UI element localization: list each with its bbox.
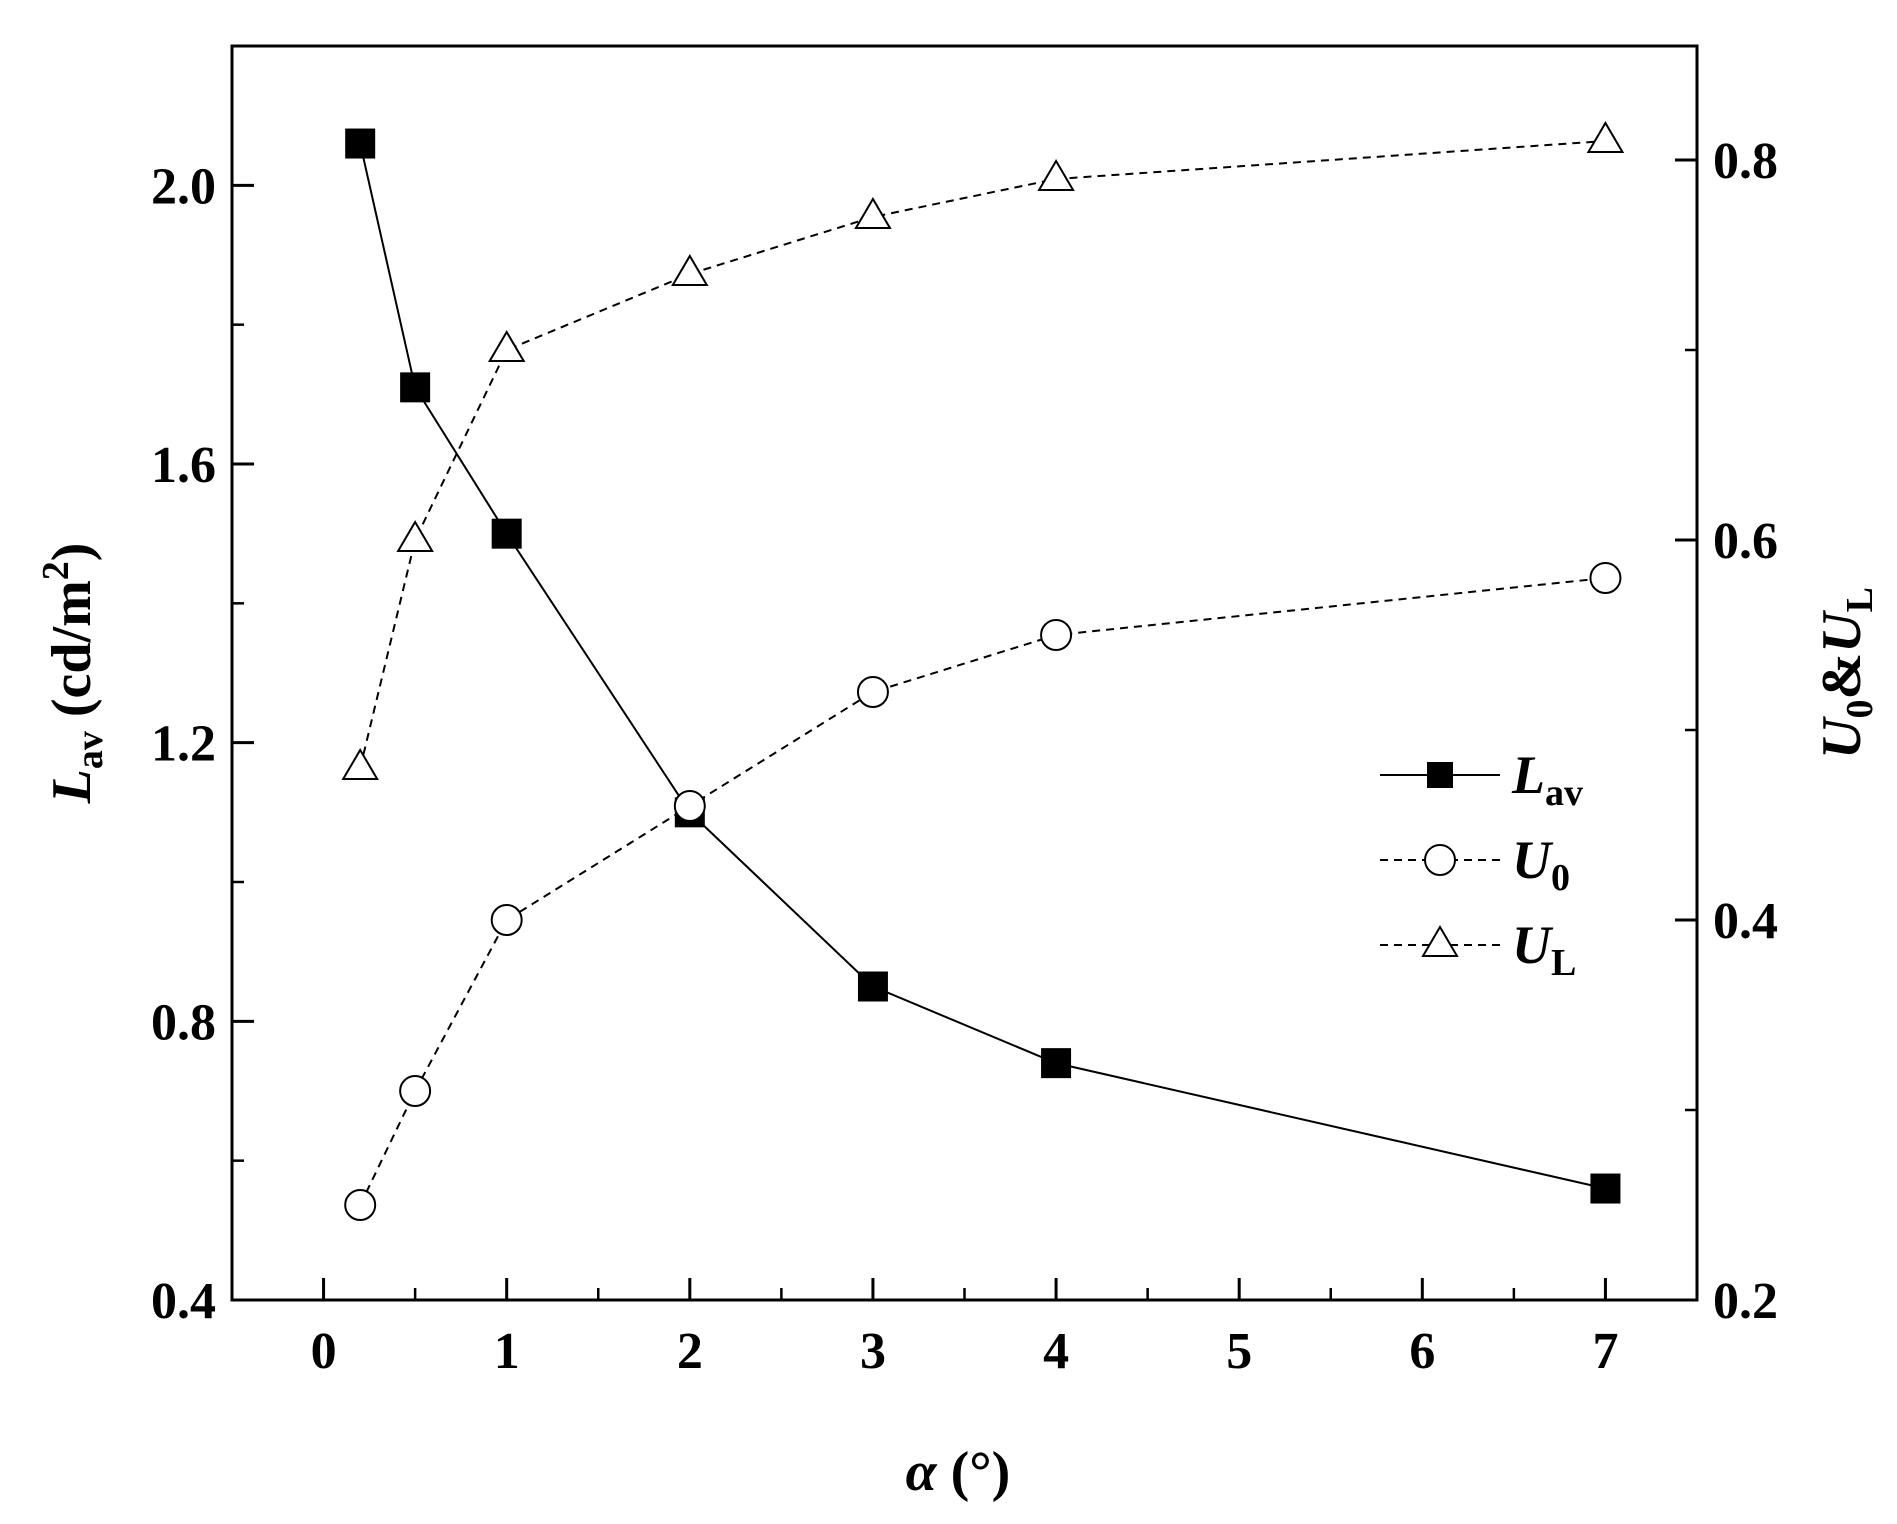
- x-tick-label: 1: [494, 1323, 520, 1380]
- data-point-circle: [399, 1075, 432, 1107]
- data-point-triangle: [1037, 159, 1075, 191]
- left-y-tick-label: 2.0: [151, 158, 216, 215]
- data-point-circle: [1589, 562, 1622, 594]
- x-axis-title: α (°): [906, 1441, 1011, 1503]
- legend-item-u0: U0: [1380, 830, 1570, 899]
- data-point-square: [400, 372, 431, 403]
- x-tick-label: 3: [860, 1323, 886, 1380]
- data-point-square: [857, 971, 888, 1002]
- data-point-triangle: [671, 254, 709, 286]
- data-point-triangle: [1586, 121, 1625, 153]
- x-axis-ticks: 0 1 2 3 4 5 6 7: [311, 1278, 1618, 1380]
- legend-marker-square: [1427, 762, 1453, 788]
- series-layer: [341, 121, 1625, 1221]
- right-y-tick-label: 0.2: [1713, 1273, 1778, 1330]
- left-y-axis-ticks: 0.4 0.8 1.2 1.6 2.0: [151, 158, 254, 1330]
- series-u0: [344, 562, 1622, 1221]
- legend-marker-triangle: [1421, 925, 1459, 957]
- data-point-circle: [856, 676, 889, 708]
- legend-item-lav: Lav: [1380, 745, 1583, 814]
- data-point-circle: [490, 904, 523, 936]
- svg-text:UL: UL: [1512, 915, 1576, 984]
- right-y-tick-label: 0.8: [1713, 133, 1778, 190]
- right-y-tick-label: 0.6: [1713, 513, 1778, 570]
- x-tick-label: 2: [677, 1323, 703, 1380]
- right-y-axis-ticks: 0.2 0.4 0.6 0.8: [1675, 133, 1778, 1330]
- legend-item-ul: UL: [1380, 915, 1576, 984]
- data-point-circle: [344, 1189, 377, 1221]
- left-y-tick-label: 0.4: [151, 1273, 216, 1330]
- x-tick-label: 7: [1592, 1323, 1618, 1380]
- series-ul: [341, 121, 1625, 780]
- data-point-square: [345, 128, 376, 159]
- series-lav: [345, 128, 1621, 1204]
- data-point-triangle: [341, 748, 379, 780]
- left-y-tick-label: 1.2: [151, 716, 216, 773]
- data-point-square: [1590, 1173, 1621, 1204]
- left-y-axis-title: Lav (cd/m2): [35, 543, 111, 805]
- right-y-axis-title: U0&UL: [1811, 587, 1881, 759]
- data-point-triangle: [396, 520, 434, 552]
- x-tick-label: 6: [1409, 1323, 1435, 1380]
- left-y-tick-label: 1.6: [151, 437, 216, 494]
- legend: Lav U0 UL: [1380, 745, 1583, 984]
- x-tick-label: 0: [311, 1323, 337, 1380]
- data-point-circle: [1040, 619, 1073, 651]
- x-tick-label: 4: [1043, 1323, 1069, 1380]
- data-point-circle: [673, 790, 706, 822]
- data-point-square: [1041, 1048, 1072, 1079]
- left-y-tick-label: 0.8: [151, 994, 216, 1051]
- data-point-triangle: [854, 197, 892, 229]
- data-point-triangle: [487, 330, 526, 362]
- right-y-tick-label: 0.4: [1713, 893, 1778, 950]
- series-line: [359, 140, 1606, 769]
- legend-marker-circle: [1424, 844, 1456, 876]
- series-line: [359, 577, 1606, 1206]
- svg-text:U0: U0: [1512, 830, 1570, 899]
- x-tick-label: 5: [1226, 1323, 1252, 1380]
- svg-text:Lav: Lav: [1511, 745, 1583, 814]
- plot-frame: [230, 44, 1699, 1302]
- data-point-square: [491, 518, 522, 549]
- series-line: [359, 143, 1606, 1190]
